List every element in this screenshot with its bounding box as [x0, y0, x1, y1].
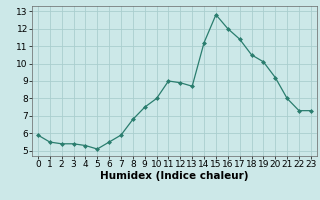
X-axis label: Humidex (Indice chaleur): Humidex (Indice chaleur) — [100, 171, 249, 181]
